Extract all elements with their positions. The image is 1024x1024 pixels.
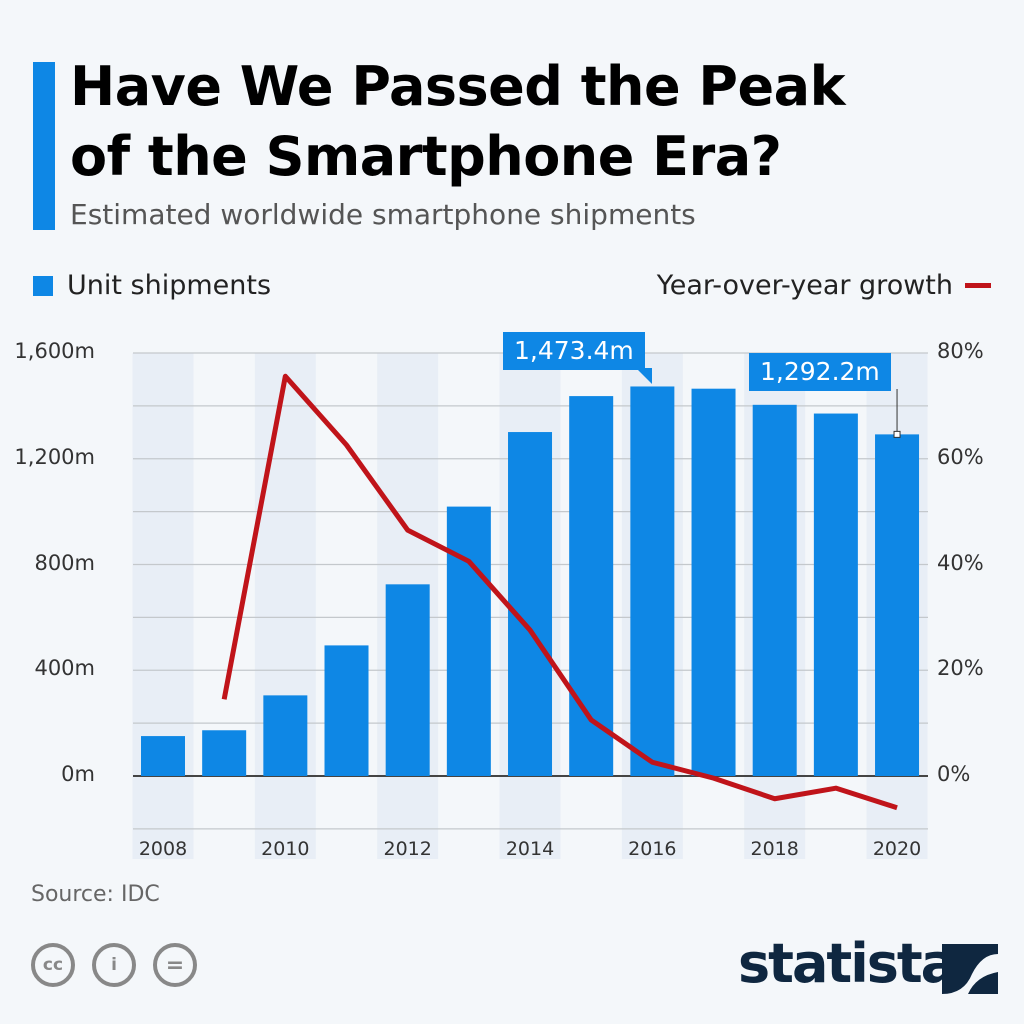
x-tick: 2020 — [872, 838, 922, 860]
legend-label-growth: Year-over-year growth — [656, 270, 953, 301]
legend-line: Year-over-year growth — [657, 270, 991, 301]
x-tick: 2008 — [138, 838, 188, 860]
bar-2010 — [263, 695, 308, 776]
x-tick: 2016 — [628, 838, 677, 860]
source-note: Source: IDC — [31, 882, 160, 907]
y-left-tick: 800m — [34, 550, 95, 575]
chart — [132, 352, 928, 859]
title-line-1: Have We Passed the Peak — [70, 55, 845, 118]
legend-bars: Unit shipments — [33, 270, 271, 301]
statista-logo-icon — [942, 944, 998, 994]
bar-2020 — [875, 434, 920, 776]
x-tick: 2018 — [750, 838, 799, 860]
y-right-tick: 60% — [937, 444, 984, 469]
bar-2015 — [569, 396, 614, 776]
bar-2017 — [691, 388, 736, 776]
x-tick: 2010 — [261, 838, 310, 860]
cc-icon: cc — [31, 943, 75, 987]
y-left-tick: 400m — [34, 656, 95, 681]
y-left-tick: 0m — [61, 762, 95, 786]
bar-2009 — [202, 730, 247, 776]
y-right-tick: 0% — [937, 762, 971, 786]
growth-line — [221, 373, 898, 811]
no-derivatives-icon: = — [153, 943, 197, 987]
bar-2013 — [446, 506, 491, 776]
subtitle: Estimated worldwide smartphone shipments — [70, 198, 696, 231]
callout-pointer — [636, 368, 652, 384]
x-tick: 2014 — [505, 838, 555, 860]
band-shading — [132, 353, 194, 859]
statista-logo: statista — [738, 932, 998, 995]
callout-peak: 1,473.4m — [503, 332, 645, 370]
bar-2011 — [324, 645, 369, 776]
page-title: Have We Passed the Peak of the Smartphone… — [70, 52, 845, 192]
bar-2008 — [141, 736, 185, 776]
y-right-tick: 80% — [937, 339, 984, 363]
bar-2012 — [385, 584, 430, 776]
bar-2016 — [630, 386, 675, 776]
y-left-tick: 1,200m — [14, 444, 95, 469]
band-shading — [254, 353, 316, 859]
legend-swatch-line — [965, 283, 991, 288]
callout-latest: 1,292.2m — [749, 353, 891, 391]
y-left-tick: 1,600m — [14, 339, 95, 363]
title-line-2: of the Smartphone Era? — [70, 125, 782, 188]
legend-label-shipments: Unit shipments — [67, 270, 272, 301]
legend-swatch-bar — [33, 275, 53, 296]
bar-2019 — [813, 413, 858, 776]
x-tick: 2012 — [383, 838, 432, 860]
y-right-tick: 40% — [937, 550, 984, 575]
callout-marker — [893, 430, 901, 438]
bar-2014 — [508, 432, 553, 776]
y-right-tick: 20% — [937, 656, 984, 681]
attribution-icon: i — [92, 943, 136, 987]
title-accent-bar — [33, 62, 55, 230]
bar-2018 — [752, 404, 797, 776]
logo-text: statista — [738, 932, 957, 995]
